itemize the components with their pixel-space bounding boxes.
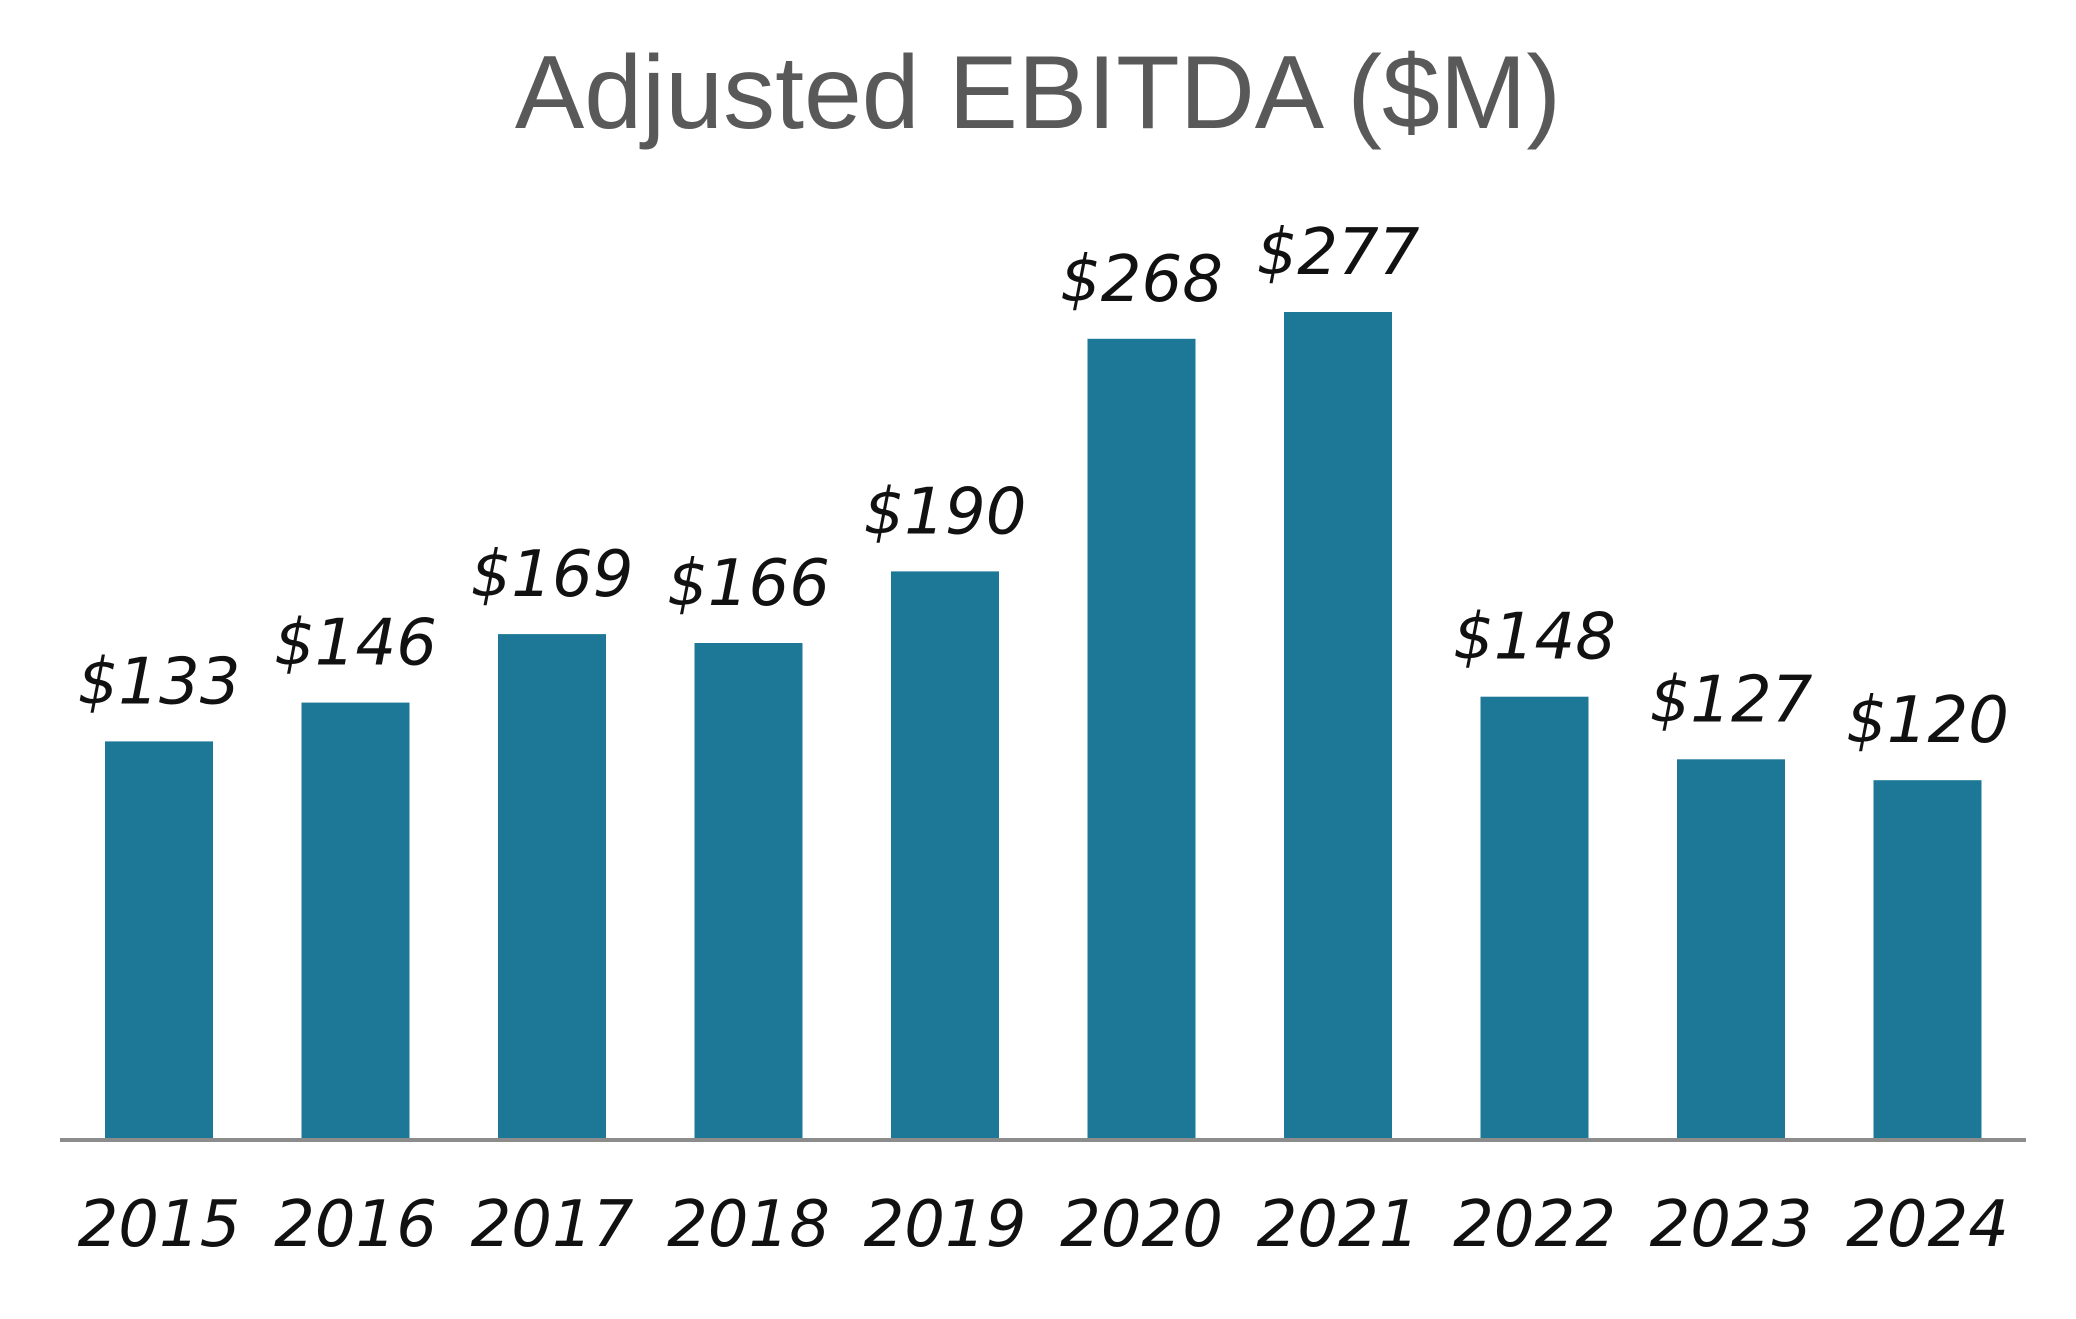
value-labels-layer: $133 $146 $169 $166 $190 $268 $277 $148 $127 $120 (78, 216, 2009, 758)
bar-2024 (1873, 780, 1982, 1138)
data-label-2022: $148 (1453, 601, 1616, 675)
x-tick-label-2019: 2019 (864, 1188, 1027, 1262)
bar-2021 (1284, 312, 1392, 1138)
category-labels-layer: 2015 2016 2017 2018 2019 2020 2021 2022 2023 2024 (78, 1188, 2009, 1262)
data-label-2017: $169 (471, 538, 634, 612)
bar-2019 (891, 571, 999, 1138)
x-tick-label-2022: 2022 (1453, 1188, 1616, 1262)
data-label-2016: $146 (274, 607, 437, 681)
x-tick-label-2018: 2018 (667, 1188, 830, 1262)
data-label-2018: $166 (667, 547, 830, 621)
x-tick-label-2024: 2024 (1846, 1188, 2009, 1262)
data-label-2019: $190 (864, 475, 1027, 549)
x-tick-label-2023: 2023 (1650, 1188, 1813, 1262)
bar-2015 (105, 741, 213, 1138)
bar-2018 (694, 643, 803, 1138)
x-tick-label-2021: 2021 (1257, 1188, 1420, 1262)
data-label-2021: $277 (1257, 216, 1420, 290)
bars-layer (105, 312, 1982, 1138)
data-label-2023: $127 (1650, 663, 1813, 737)
x-tick-label-2017: 2017 (471, 1188, 634, 1262)
bar-2016 (301, 702, 410, 1138)
x-tick-label-2015: 2015 (78, 1188, 241, 1262)
bar-2020 (1087, 338, 1196, 1138)
bar-2017 (498, 634, 606, 1138)
x-tick-label-2016: 2016 (274, 1188, 437, 1262)
bar-2022 (1480, 696, 1589, 1138)
data-label-2015: $133 (78, 645, 241, 719)
x-tick-label-2020: 2020 (1060, 1188, 1223, 1262)
chart-title: Adjusted EBITDA ($M) (515, 35, 1561, 151)
bar-2023 (1677, 759, 1785, 1138)
data-label-2024: $120 (1846, 684, 2009, 758)
data-label-2020: $268 (1060, 243, 1223, 317)
